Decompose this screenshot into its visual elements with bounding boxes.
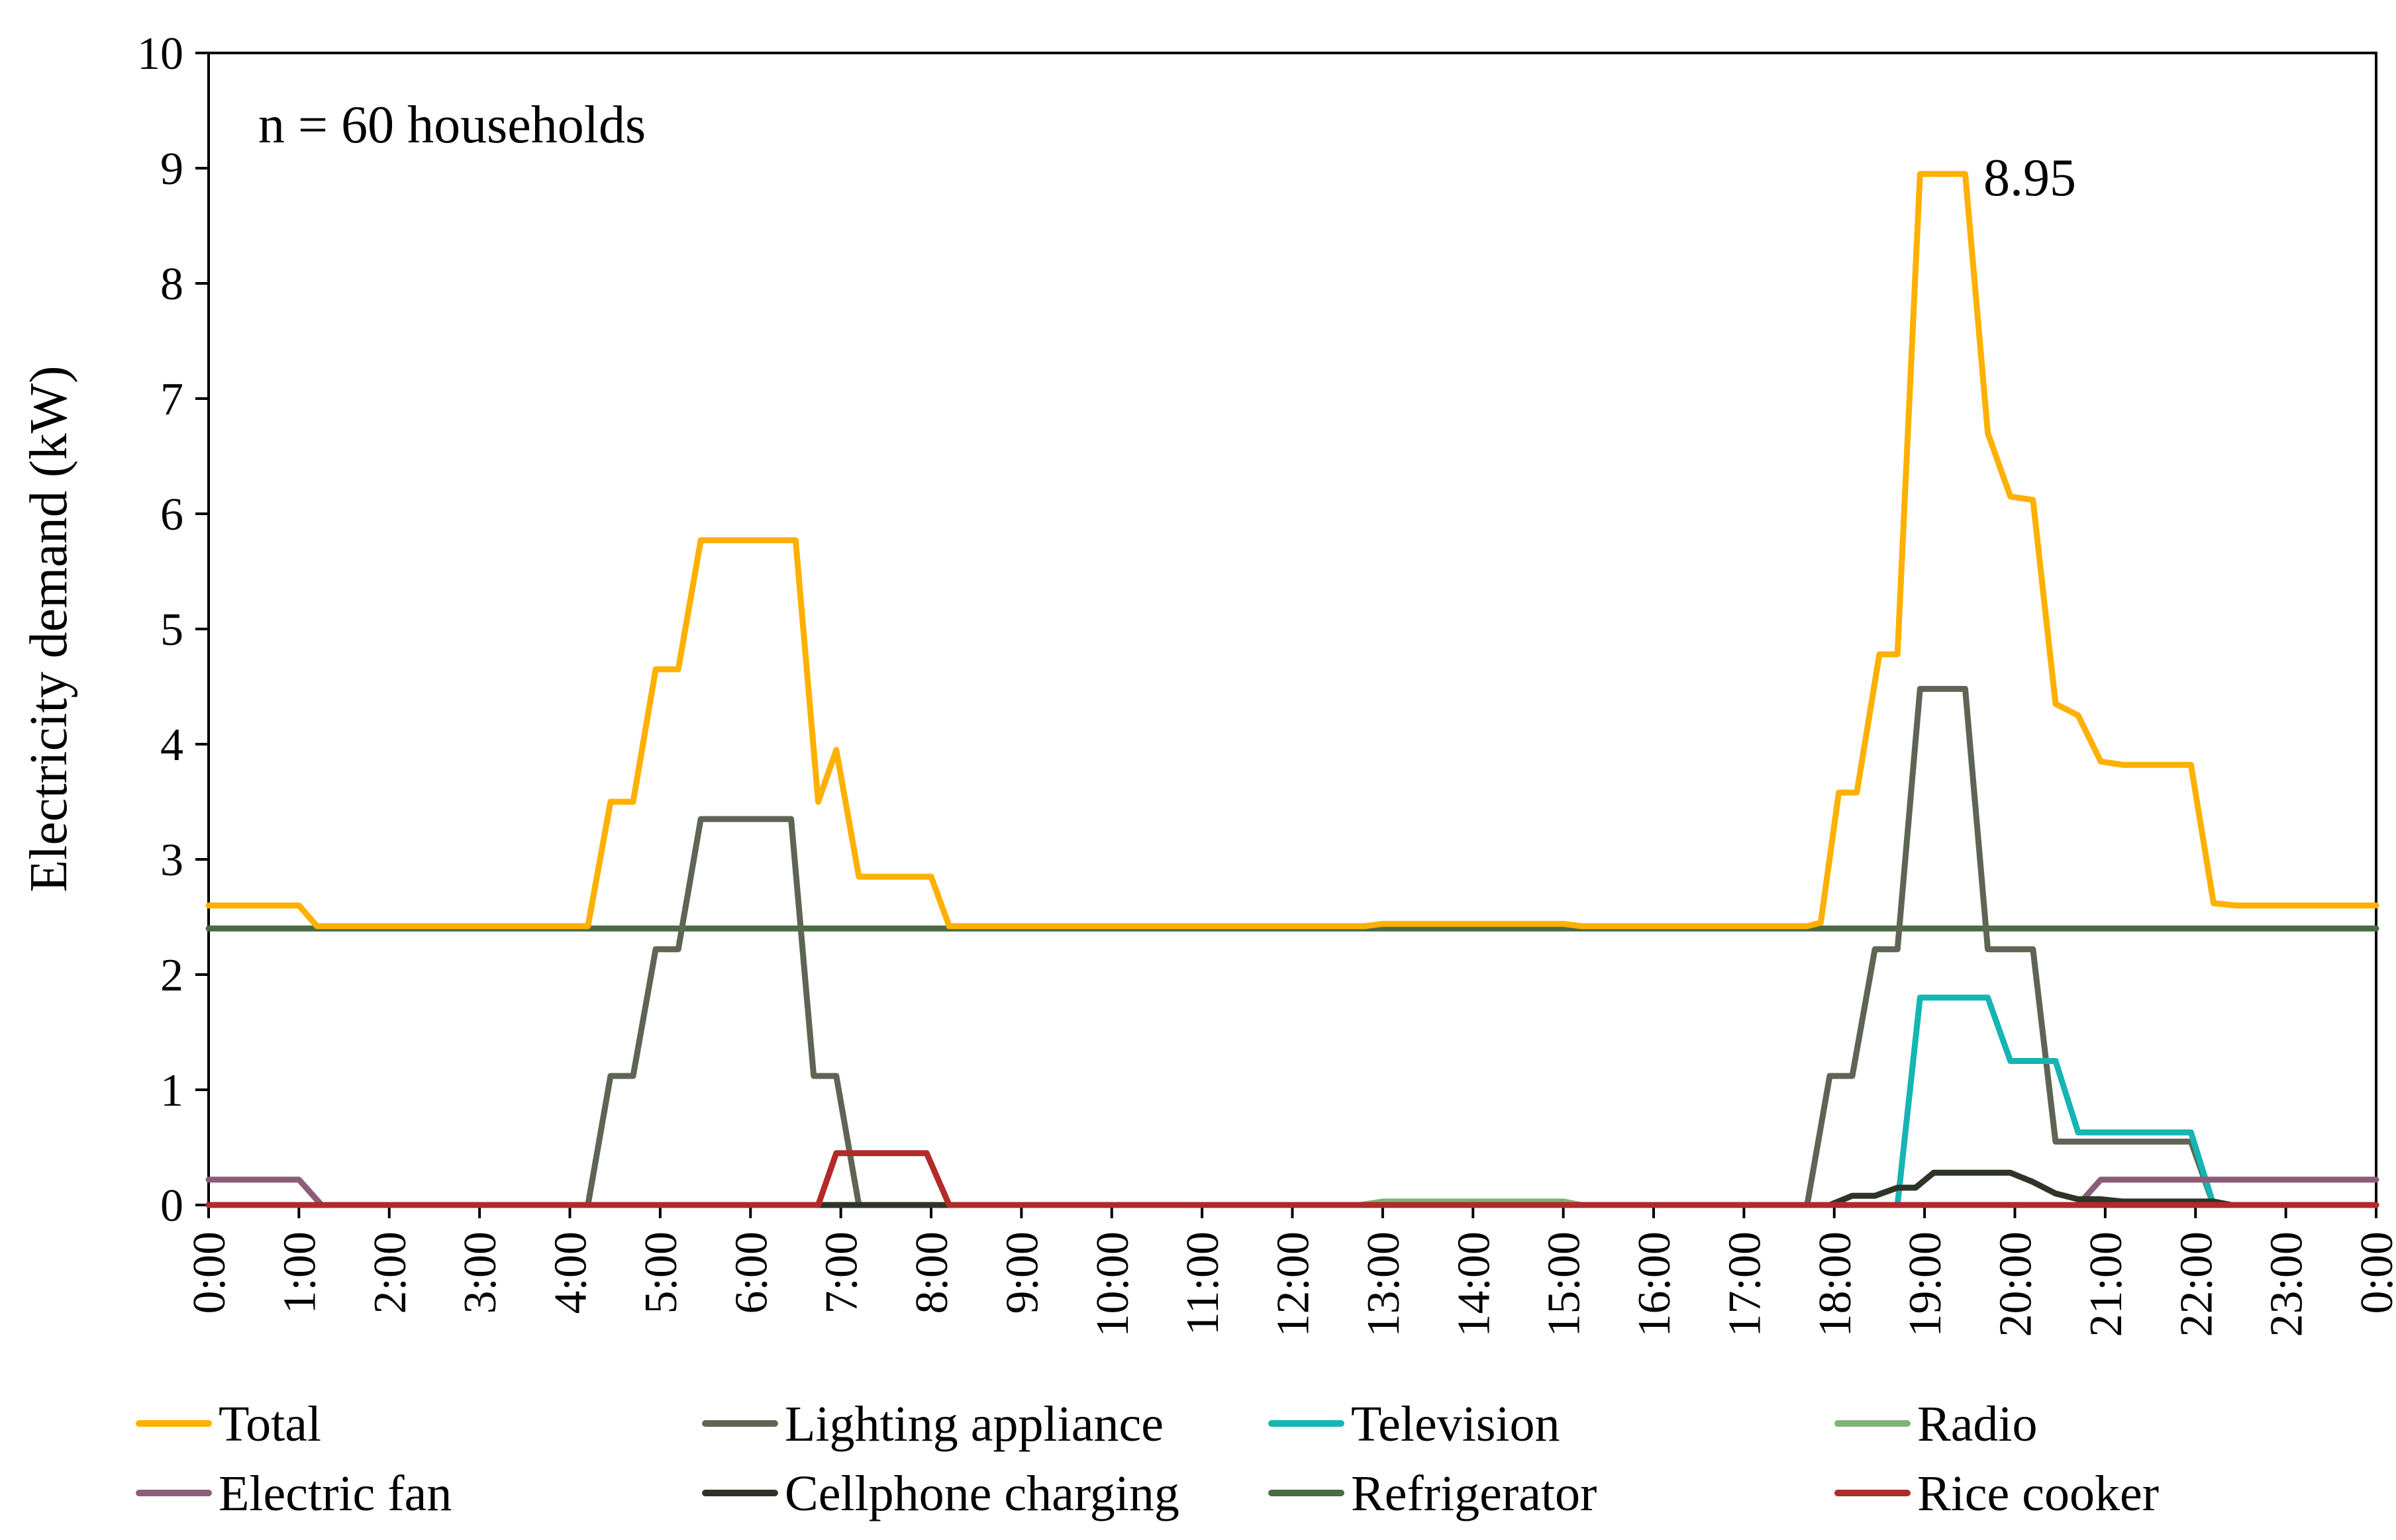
y-tick-label: 5 [160, 604, 183, 655]
legend-label-rice-cooker: Rice cooker [1917, 1466, 2159, 1521]
y-axis: 0 1 2 3 4 5 6 7 8 9 10 [137, 28, 209, 1231]
y-tick-label: 9 [160, 144, 183, 195]
legend-label-cellphone-charging: Cellphone charging [785, 1466, 1179, 1521]
series-line-lighting-appliance [205, 686, 2379, 1208]
x-tick-label: 9:00 [997, 1231, 1048, 1314]
legend: Total Lighting appliance Television Radio El… [136, 1396, 2159, 1521]
x-tick-label: 22:00 [2171, 1231, 2222, 1337]
y-tick-label: 0 [160, 1180, 183, 1231]
y-tick-label: 8 [160, 259, 183, 310]
x-tick-label: 14:00 [1448, 1231, 1499, 1337]
y-tick-label: 4 [160, 720, 183, 771]
peak-value-label: 8.95 [1983, 149, 2076, 207]
x-tick-label: 1:00 [274, 1231, 325, 1314]
x-tick-label: 3:00 [455, 1231, 506, 1314]
series-lines [205, 171, 2379, 1208]
legend-label-radio: Radio [1917, 1396, 2038, 1452]
x-tick-label: 0:00 [184, 1231, 235, 1314]
x-tick-label: 21:00 [2081, 1231, 2132, 1337]
legend-label-total: Total [219, 1396, 321, 1452]
x-tick-label: 15:00 [1539, 1231, 1590, 1337]
y-tick-label: 2 [160, 950, 183, 1001]
series-line-rice-cooker [205, 1150, 2379, 1208]
x-tick-label: 13:00 [1358, 1231, 1409, 1337]
x-tick-label: 19:00 [1900, 1231, 1951, 1337]
y-tick-label: 7 [160, 374, 183, 425]
series-line-total [205, 171, 2379, 930]
x-tick-label: 4:00 [546, 1231, 597, 1314]
x-tick-label: 11:00 [1177, 1231, 1228, 1335]
legend-label-refrigerator: Refrigerator [1351, 1466, 1597, 1521]
y-tick-label: 3 [160, 835, 183, 886]
legend-label-lighting-appliance: Lighting appliance [785, 1396, 1164, 1452]
x-tick-label: 23:00 [2262, 1231, 2313, 1337]
x-tick-label: 2:00 [365, 1231, 416, 1314]
x-axis: 0:00 1:00 2:00 3:00 4:00 5:00 6:00 7:00 8:00 9:00… [184, 1205, 2396, 1337]
y-tick-label: 6 [160, 489, 183, 540]
plot-frame [207, 52, 2377, 1206]
x-tick-label: 17:00 [1719, 1231, 1770, 1337]
x-tick-label: 10:00 [1087, 1231, 1138, 1337]
x-tick-label: 7:00 [817, 1231, 868, 1314]
x-tick-label: 8:00 [907, 1231, 958, 1314]
x-tick-label: 5:00 [636, 1231, 687, 1314]
x-tick-label: 16:00 [1629, 1231, 1680, 1337]
legend-label-electric-fan: Electric fan [219, 1466, 452, 1521]
x-tick-label: 0:00 [2352, 1231, 2396, 1314]
x-tick-label: 6:00 [726, 1231, 777, 1314]
y-tick-label: 10 [137, 28, 183, 79]
series-line-cellphone-charging [205, 1169, 2379, 1208]
x-tick-label: 12:00 [1268, 1231, 1319, 1337]
x-tick-label: 20:00 [1991, 1231, 2042, 1337]
legend-label-television: Television [1351, 1396, 1560, 1452]
household-count-note: n = 60 households [258, 96, 646, 154]
y-tick-label: 1 [160, 1065, 183, 1116]
y-axis-title: Electricity demand (kW) [20, 365, 78, 892]
x-tick-label: 18:00 [1810, 1231, 1861, 1337]
